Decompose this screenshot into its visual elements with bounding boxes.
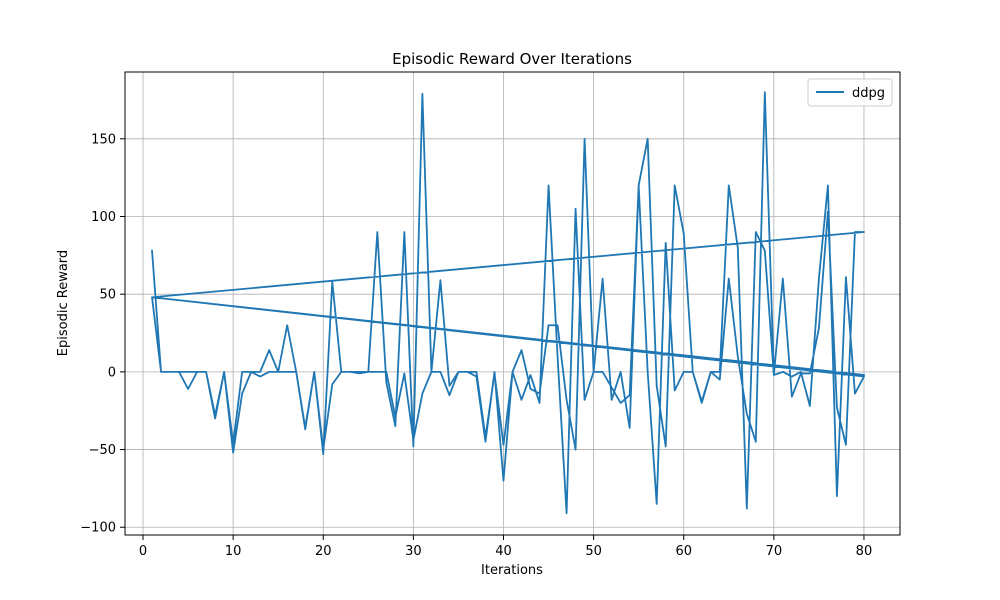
grid <box>125 72 900 535</box>
y-tick-label: 50 <box>99 288 116 303</box>
legend: ddpg <box>807 78 893 107</box>
x-axis-ticks: 0 10 20 30 40 50 60 70 80 <box>139 535 872 559</box>
y-tick-label: −100 <box>80 521 116 536</box>
series-line-ddpg <box>151 91 865 515</box>
x-tick-label: 50 <box>585 544 602 559</box>
y-tick-label: −50 <box>89 443 116 458</box>
legend-box <box>807 78 893 107</box>
x-axis-label: Iterations <box>481 563 543 578</box>
y-axis-ticks: −100 −50 0 50 100 150 <box>80 132 125 536</box>
x-tick-label: 80 <box>856 544 873 559</box>
x-tick-label: 40 <box>495 544 512 559</box>
y-tick-label: 0 <box>108 365 116 380</box>
y-axis-label: Episodic Reward <box>56 250 71 356</box>
legend-label-ddpg: ddpg <box>852 86 885 101</box>
x-tick-label: 60 <box>675 544 692 559</box>
y-tick-label: 100 <box>91 210 116 225</box>
series-layer <box>151 91 865 515</box>
x-tick-label: 0 <box>139 544 147 559</box>
x-tick-label: 20 <box>315 544 332 559</box>
plot-frame <box>124 71 901 536</box>
x-tick-label: 70 <box>766 544 783 559</box>
x-tick-label: 10 <box>225 544 242 559</box>
x-tick-label: 30 <box>405 544 422 559</box>
chart-title: Episodic Reward Over Iterations <box>392 50 632 68</box>
y-tick-label: 150 <box>91 132 116 147</box>
